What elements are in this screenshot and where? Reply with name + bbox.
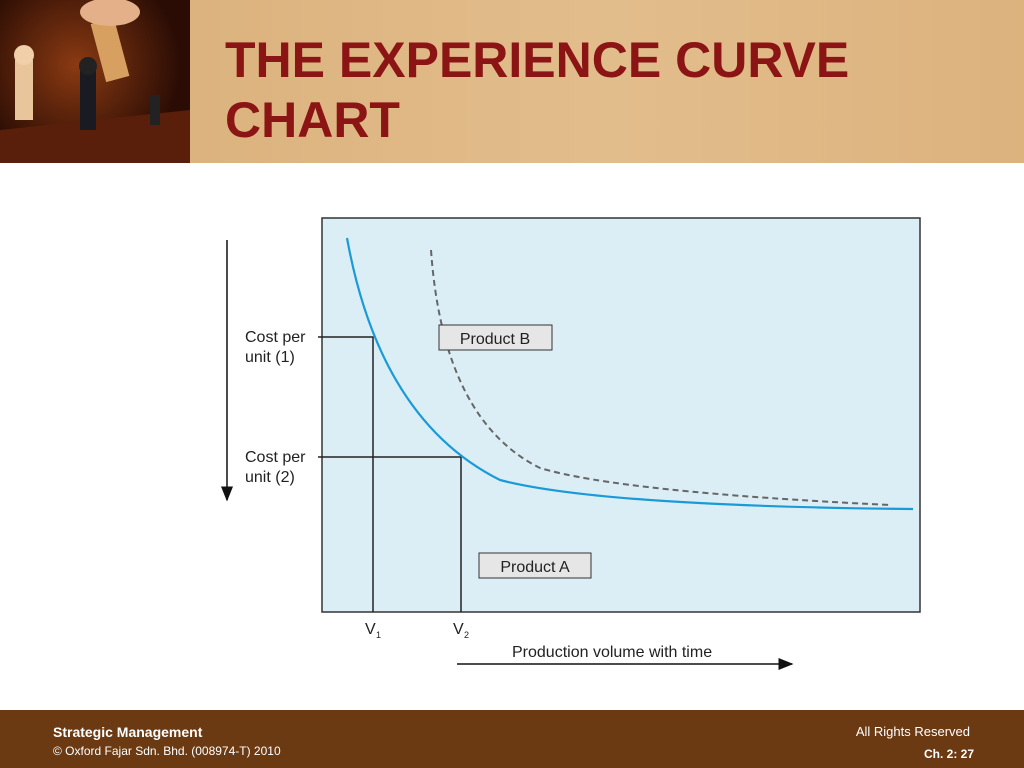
chess-art bbox=[0, 0, 190, 163]
experience-curve: Cost per unit (1) Cost per unit (2) Product … bbox=[221, 217, 921, 670]
footer: Strategic Management © Oxford Fajar Sdn.… bbox=[0, 710, 1024, 768]
x-mark: V bbox=[453, 621, 464, 638]
label-box bbox=[438, 324, 553, 351]
x-mark-sub: 2 bbox=[464, 630, 469, 640]
chess-image bbox=[0, 0, 190, 163]
x-mark: V bbox=[365, 621, 376, 638]
header: THE EXPERIENCE CURVE CHART bbox=[0, 0, 1024, 163]
page-number: Ch. 2: 27 bbox=[923, 747, 974, 761]
y-label: unit (2) bbox=[245, 469, 295, 486]
label-box bbox=[478, 552, 592, 579]
x-axis-label: Production volume with time bbox=[512, 644, 712, 661]
curve-a bbox=[345, 237, 914, 511]
copyright: © Oxford Fajar Sdn. Bhd. (008974-T) 2010 bbox=[53, 744, 281, 758]
slide-title: THE EXPERIENCE CURVE CHART bbox=[225, 32, 850, 148]
course-name: Strategic Management bbox=[53, 724, 203, 740]
plot-area bbox=[321, 217, 921, 613]
x-mark-sub: 1 bbox=[376, 630, 381, 640]
y-label: unit (1) bbox=[245, 349, 295, 366]
y-label: Cost per bbox=[245, 449, 306, 466]
guide-lines bbox=[318, 336, 462, 612]
y-label: Cost per bbox=[245, 329, 306, 346]
curve-label: Product B bbox=[460, 331, 530, 348]
curve-label: Product A bbox=[500, 559, 570, 576]
rights: All Rights Reserved bbox=[855, 724, 970, 739]
